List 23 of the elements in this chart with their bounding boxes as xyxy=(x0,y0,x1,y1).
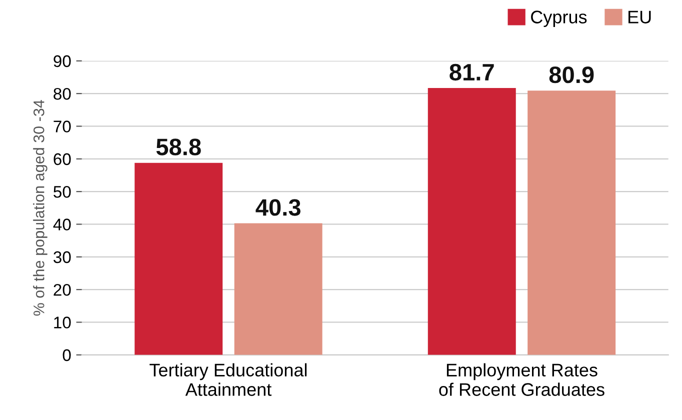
y-tick-label: 0 xyxy=(62,349,71,362)
y-tick-label: 90 xyxy=(54,55,71,68)
y-tick-label: 10 xyxy=(54,316,71,328)
data-label: 58.8 xyxy=(156,138,201,156)
data-label: 81.7 xyxy=(450,64,494,81)
y-axis-title: % of the population aged 30 -34 xyxy=(33,100,48,316)
bar xyxy=(134,162,223,355)
y-tick-label: 20 xyxy=(54,284,71,296)
x-tick-label: Employment Rates of Recent Graduates xyxy=(439,363,604,396)
legend-label: EU xyxy=(628,10,651,24)
legend-label: Cyprus xyxy=(531,10,587,28)
y-tick-label: 30 xyxy=(54,251,71,264)
y-tick-label: 70 xyxy=(54,120,71,132)
y-tick-label: 50 xyxy=(54,186,71,198)
bar xyxy=(234,223,322,355)
data-label: 80.9 xyxy=(549,66,594,84)
bar xyxy=(528,90,616,355)
bar xyxy=(428,88,516,355)
y-tick-label: 60 xyxy=(54,153,71,166)
x-tick-label: Tertiary Educational Attainment xyxy=(150,363,307,396)
y-tick-label: 40 xyxy=(53,218,71,230)
data-label: 40.3 xyxy=(256,199,300,216)
y-tick-label: 80 xyxy=(54,88,71,100)
